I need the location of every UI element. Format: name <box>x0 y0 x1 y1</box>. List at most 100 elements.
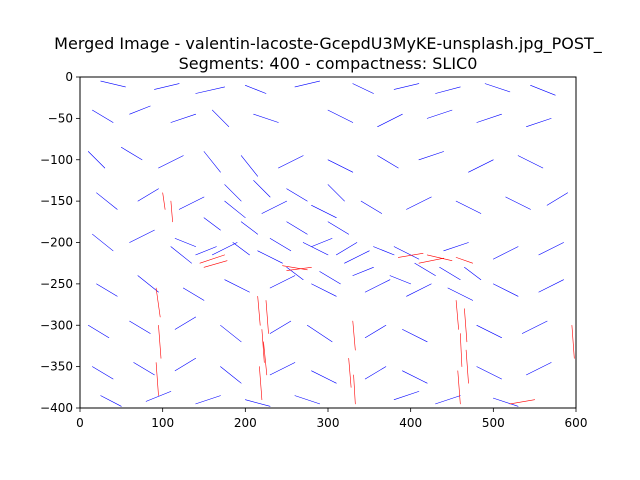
contour-segment-0-60 <box>406 283 432 297</box>
x-axis: 0 100 200 300 400 500 600 <box>76 408 587 430</box>
chart-title-line-1: Merged Image - valentin-lacoste-GcepdU3M… <box>54 34 603 54</box>
contour-segment-0-12 <box>170 113 196 123</box>
contour-segment-0-88 <box>294 395 321 405</box>
contour-segment-0-109 <box>327 184 345 202</box>
contour-segment-0-6 <box>393 83 420 90</box>
contour-segment-1-8 <box>261 329 265 363</box>
contour-segment-0-28 <box>418 151 445 161</box>
contour-segment-0-68 <box>269 320 292 334</box>
contour-segment-0-75 <box>133 362 155 376</box>
contour-segment-0-41 <box>546 192 569 206</box>
y-tick-label-4: −200 <box>40 236 73 250</box>
contour-segment-0-27 <box>377 155 399 169</box>
contour-segment-0-17 <box>426 109 453 119</box>
contour-segment-1-11 <box>263 341 268 376</box>
contour-segment-0-64 <box>88 324 110 339</box>
contour-segment-1-23 <box>457 370 461 405</box>
y-tick-label-5: −250 <box>40 277 73 291</box>
contour-segment-0-98 <box>373 246 395 256</box>
contour-segment-0-94 <box>232 242 250 256</box>
contour-segment-0-20 <box>88 151 106 169</box>
contour-segment-0-42 <box>92 233 114 252</box>
contour-segment-0-92 <box>174 238 196 247</box>
contour-segment-0-108 <box>286 188 308 202</box>
y-tick-label-2: −100 <box>40 153 73 167</box>
contour-segment-0-95 <box>269 238 292 252</box>
contour-segment-0-105 <box>464 266 482 281</box>
y-tick-label-6: −300 <box>40 318 73 332</box>
contour-segment-0-91 <box>492 397 519 407</box>
contour-segment-0-39 <box>455 200 482 214</box>
contour-segment-0-23 <box>203 151 221 173</box>
contour-segment-0-63 <box>538 279 564 293</box>
contour-segment-0-24 <box>240 155 259 177</box>
contour-segment-0-32 <box>137 188 159 202</box>
contour-segment-1-24 <box>464 308 468 343</box>
contour-segment-1-25 <box>465 349 469 384</box>
contour-segment-1-12 <box>282 265 308 271</box>
contour-segment-0-10 <box>92 109 114 123</box>
contour-segment-0-112 <box>286 221 308 235</box>
contour-segment-0-33 <box>178 196 205 210</box>
contour-segment-0-37 <box>360 200 383 214</box>
contour-segment-0-56 <box>224 279 250 293</box>
contour-segment-1-26 <box>509 399 536 405</box>
contour-segment-0-52 <box>538 242 564 256</box>
contour-segment-0-16 <box>377 113 403 127</box>
contour-segment-0-67 <box>220 324 242 343</box>
contour-segment-0-57 <box>269 275 296 289</box>
contour-segment-0-111 <box>240 221 259 235</box>
contour-segment-0-55 <box>183 287 205 301</box>
contour-segment-0-58 <box>311 283 337 297</box>
contour-segment-0-83 <box>526 362 552 376</box>
contour-segment-0-82 <box>476 366 502 380</box>
contour-segment-0-106 <box>224 184 242 202</box>
contour-segment-0-79 <box>311 370 337 384</box>
contour-segment-0-26 <box>327 159 354 173</box>
x-tick-label-6: 600 <box>565 416 588 430</box>
x-tick-label-5: 500 <box>482 416 505 430</box>
contour-segment-0-73 <box>521 320 548 334</box>
contour-segment-0-3 <box>245 85 267 94</box>
contour-segment-1-22 <box>459 333 463 367</box>
contour-segment-0-107 <box>253 180 271 198</box>
contour-segment-0-18 <box>476 113 502 123</box>
contour-segment-0-4 <box>294 80 321 88</box>
contour-segment-0-99 <box>286 266 304 281</box>
contour-segment-1-2 <box>199 254 225 264</box>
contour-segment-0-21 <box>121 147 143 161</box>
contour-segment-1-20 <box>455 257 474 264</box>
contour-segment-1-18 <box>426 254 453 262</box>
y-tick-label-1: −50 <box>48 111 73 125</box>
contour-segment-0-84 <box>100 395 122 407</box>
contour-segment-0-15 <box>327 109 354 123</box>
contour-segment-1-21 <box>455 300 459 330</box>
contour-segment-0-93 <box>195 246 217 256</box>
contour-segment-1-19 <box>418 257 445 264</box>
series-layer <box>88 80 575 407</box>
contour-segment-1-27 <box>571 324 575 359</box>
contour-segment-0-54 <box>137 275 159 293</box>
y-tick-label-0: 0 <box>65 70 73 84</box>
contour-segment-1-14 <box>352 320 356 351</box>
contour-segment-0-13 <box>212 109 230 127</box>
contour-segment-0-53 <box>96 283 118 297</box>
contour-segment-0-11 <box>129 105 151 115</box>
x-tick-label-4: 400 <box>399 416 422 430</box>
contour-segment-0-96 <box>311 238 333 247</box>
y-tick-label-8: −400 <box>40 401 73 415</box>
x-tick-label-3: 300 <box>317 416 340 430</box>
contour-segment-0-35 <box>261 200 288 214</box>
plot-area <box>88 80 575 407</box>
contour-segment-0-49 <box>393 246 420 260</box>
contour-segment-0-7 <box>435 86 461 94</box>
contour-segment-1-17 <box>397 253 424 258</box>
y-axis: 0 −50 −100 −150 −200 −250 −300 −350 −400 <box>40 70 80 415</box>
contour-segment-0-40 <box>505 196 531 210</box>
contour-segment-0-22 <box>158 155 184 169</box>
contour-segment-0-19 <box>526 118 552 127</box>
contour-segment-0-51 <box>492 246 519 260</box>
x-tick-label-0: 0 <box>76 416 84 430</box>
contour-segment-0-102 <box>389 275 412 285</box>
